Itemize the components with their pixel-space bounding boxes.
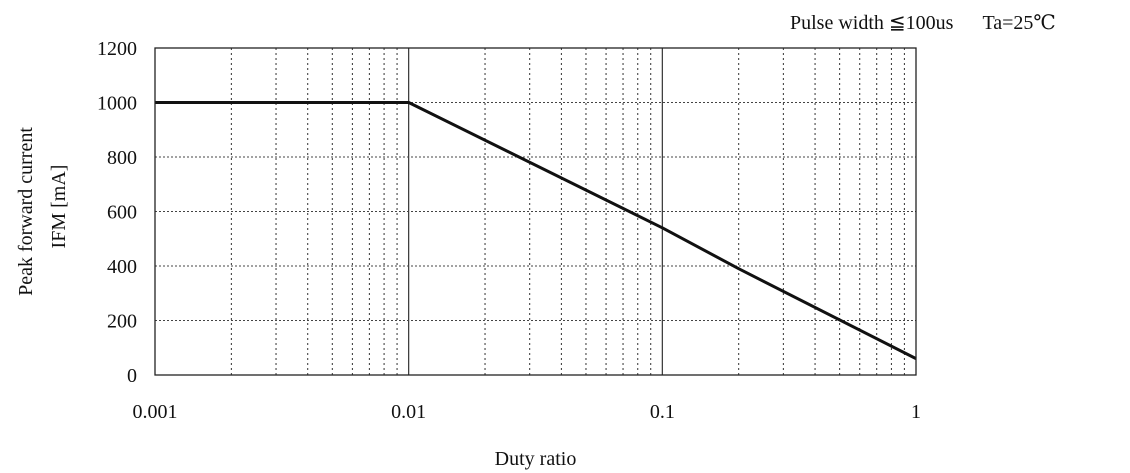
plot-frame: [154, 47, 917, 376]
x-axis-label: Duty ratio: [495, 448, 577, 470]
test-conditions: Pulse width ≦100us Ta=25℃: [790, 10, 1056, 35]
series-line: [155, 101, 917, 360]
grid: [155, 48, 916, 375]
y-tick-label: 400: [107, 256, 137, 278]
pulse-width-condition: Pulse width ≦100us: [790, 12, 954, 34]
y-tick-label: 800: [107, 147, 137, 169]
y-tick-label: 600: [107, 202, 137, 224]
temperature-condition: Ta=25℃: [982, 12, 1056, 34]
y-tick-label: 1200: [97, 38, 137, 60]
x-tick-label: 1: [911, 401, 921, 423]
tick-labels: 0 200 400 600 800 1000 1200 0.001 0.01 0.1 1: [97, 38, 921, 423]
y-tick-label: 200: [107, 311, 137, 333]
y-tick-label: 1000: [97, 93, 137, 115]
x-tick-label: 0.001: [133, 401, 178, 423]
y-tick-label: 0: [127, 365, 137, 387]
series-layer: [155, 101, 917, 360]
y-axis-label-line2: IFM [mA]: [48, 165, 70, 249]
y-axis-label-line1: Peak forward current: [15, 127, 37, 296]
x-tick-label: 0.1: [650, 401, 675, 423]
x-tick-label: 0.01: [391, 401, 426, 423]
